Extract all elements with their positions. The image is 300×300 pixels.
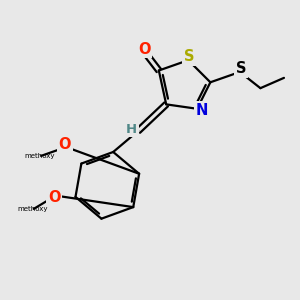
Text: S: S: [236, 61, 247, 76]
Text: methoxy: methoxy: [24, 153, 55, 159]
Text: methoxy: methoxy: [17, 206, 47, 212]
Text: O: O: [138, 41, 150, 56]
Text: S: S: [184, 49, 194, 64]
Text: H: H: [126, 123, 137, 136]
Text: O: O: [58, 137, 71, 152]
Text: O: O: [48, 190, 61, 206]
Text: N: N: [195, 103, 208, 118]
